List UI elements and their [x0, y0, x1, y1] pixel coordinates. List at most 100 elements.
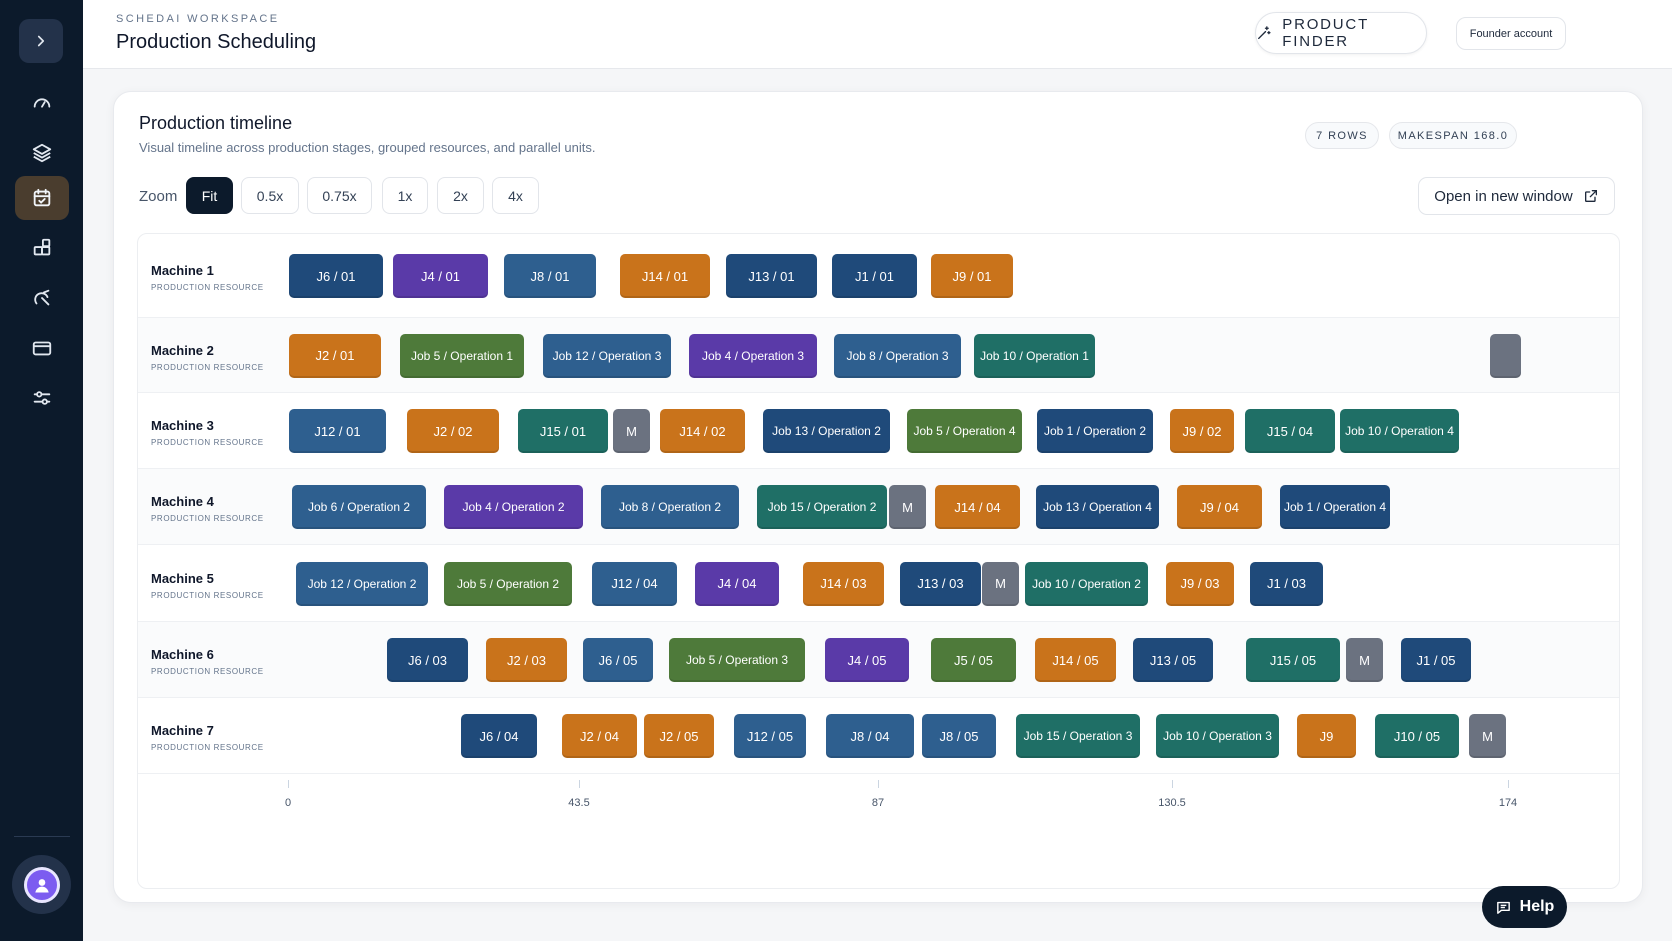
- operation-block[interactable]: Job 15 / Operation 2: [757, 485, 887, 529]
- product-finder-button[interactable]: PRODUCT FINDER: [1255, 12, 1427, 54]
- operation-block[interactable]: J6 / 03: [387, 638, 468, 682]
- machine-name: Machine 5: [151, 570, 214, 586]
- operation-block[interactable]: Job 10 / Operation 4: [1340, 409, 1459, 453]
- maintenance-block[interactable]: M: [1346, 638, 1383, 682]
- operation-block[interactable]: J9 / 03: [1166, 561, 1234, 606]
- operation-block[interactable]: J4 / 04: [695, 561, 779, 606]
- operation-block[interactable]: Job 10 / Operation 2: [1025, 561, 1148, 606]
- blocks-icon: [33, 238, 51, 256]
- operation-block[interactable]: Job 5 / Operation 2: [444, 561, 572, 606]
- operation-block[interactable]: Job 10 / Operation 3: [1156, 714, 1279, 758]
- operation-block[interactable]: Job 8 / Operation 3: [834, 333, 961, 378]
- zoom-4x-button[interactable]: 4x: [492, 177, 539, 214]
- chart-icon: [34, 289, 50, 306]
- zoom-0.75x-button[interactable]: 0.75x: [307, 177, 372, 214]
- operation-block[interactable]: J15 / 05: [1246, 638, 1340, 682]
- operation-block[interactable]: J6 / 05: [583, 638, 653, 682]
- operation-block[interactable]: J8 / 05: [922, 714, 996, 758]
- operation-block[interactable]: J13 / 01: [726, 254, 817, 298]
- operation-block[interactable]: Job 4 / Operation 2: [444, 485, 583, 529]
- axis-tick: [878, 780, 879, 788]
- operation-block[interactable]: Job 8 / Operation 2: [601, 485, 739, 529]
- operation-block[interactable]: Job 1 / Operation 2: [1037, 409, 1153, 453]
- operation-block[interactable]: J2 / 01: [289, 333, 381, 378]
- operation-block[interactable]: J14 / 01: [620, 254, 710, 298]
- operation-block[interactable]: J9 / 02: [1170, 409, 1234, 453]
- operation-block[interactable]: Job 1 / Operation 4: [1280, 485, 1390, 529]
- founder-account-button[interactable]: Founder account: [1456, 17, 1566, 50]
- maintenance-block[interactable]: M: [982, 561, 1019, 606]
- operation-block[interactable]: J2 / 03: [486, 638, 567, 682]
- axis-tick: [579, 780, 580, 788]
- operation-block[interactable]: Job 12 / Operation 2: [296, 561, 428, 606]
- sidebar-item-analytics[interactable]: [15, 276, 69, 320]
- maintenance-block[interactable]: M: [889, 485, 926, 529]
- operation-block[interactable]: J12 / 05: [734, 714, 806, 758]
- operation-block[interactable]: J14 / 02: [660, 409, 745, 453]
- row-label: Machine 4 PRODUCTION RESOURCE: [151, 494, 264, 523]
- maintenance-block[interactable]: [1490, 333, 1521, 378]
- operation-block[interactable]: J9 / 01: [931, 254, 1013, 298]
- operation-block[interactable]: Job 4 / Operation 3: [689, 333, 817, 378]
- sidebar-item-layers[interactable]: [15, 131, 69, 175]
- sidebar-divider: [14, 836, 70, 837]
- maintenance-block[interactable]: M: [613, 409, 650, 453]
- operation-block[interactable]: J6 / 01: [289, 254, 383, 298]
- operation-block[interactable]: Job 10 / Operation 1: [974, 333, 1095, 378]
- sidebar-item-billing[interactable]: [15, 326, 69, 370]
- help-button[interactable]: Help: [1482, 886, 1567, 928]
- operation-block[interactable]: Job 5 / Operation 1: [400, 333, 524, 378]
- operation-block[interactable]: J2 / 02: [407, 409, 499, 453]
- user-avatar-button[interactable]: [12, 855, 71, 914]
- operation-block[interactable]: Job 12 / Operation 3: [543, 333, 671, 378]
- operation-block[interactable]: J9 / 04: [1177, 485, 1262, 529]
- row-label: Machine 1 PRODUCTION RESOURCE: [151, 263, 264, 292]
- operation-block[interactable]: J10 / 05: [1375, 714, 1459, 758]
- sidebar-toggle-button[interactable]: [19, 19, 63, 63]
- operation-block[interactable]: J4 / 01: [393, 254, 488, 298]
- operation-block[interactable]: Job 5 / Operation 3: [669, 638, 805, 682]
- operation-block[interactable]: J14 / 04: [935, 485, 1020, 529]
- operation-block[interactable]: J14 / 05: [1035, 638, 1116, 682]
- operation-block[interactable]: J13 / 03: [900, 561, 981, 606]
- sidebar-item-scheduling[interactable]: [15, 176, 69, 220]
- operation-block[interactable]: J2 / 05: [644, 714, 714, 758]
- sidebar-item-settings[interactable]: [15, 376, 69, 420]
- operation-block[interactable]: Job 13 / Operation 4: [1036, 485, 1159, 529]
- operation-block[interactable]: J9: [1297, 714, 1356, 758]
- operation-block[interactable]: J14 / 03: [803, 561, 884, 606]
- sidebar-item-dashboard[interactable]: [15, 81, 69, 125]
- operation-block[interactable]: J1 / 01: [832, 254, 917, 298]
- zoom-2x-button[interactable]: 2x: [437, 177, 484, 214]
- zoom-fit-button[interactable]: Fit: [186, 177, 233, 214]
- calendar-icon: [33, 188, 51, 207]
- zoom-0.5x-button[interactable]: 0.5x: [241, 177, 299, 214]
- open-new-window-button[interactable]: Open in new window: [1418, 177, 1615, 215]
- operation-block[interactable]: J12 / 04: [592, 561, 677, 606]
- operation-block[interactable]: J4 / 05: [825, 638, 909, 682]
- machine-type: PRODUCTION RESOURCE: [151, 514, 264, 523]
- machine-type: PRODUCTION RESOURCE: [151, 283, 264, 292]
- card-icon: [32, 341, 52, 356]
- operation-block[interactable]: J6 / 04: [461, 714, 537, 758]
- operation-block[interactable]: J1 / 03: [1250, 561, 1323, 606]
- maintenance-block[interactable]: M: [1469, 714, 1506, 758]
- operation-block[interactable]: Job 6 / Operation 2: [292, 485, 426, 529]
- operation-block[interactable]: J8 / 04: [826, 714, 914, 758]
- operation-block[interactable]: J15 / 04: [1245, 409, 1335, 453]
- row-label: Machine 3 PRODUCTION RESOURCE: [151, 418, 264, 447]
- operation-block[interactable]: J8 / 01: [504, 254, 596, 298]
- workspace-eyebrow: SCHEDAI WORKSPACE: [116, 13, 280, 25]
- zoom-1x-button[interactable]: 1x: [382, 177, 428, 214]
- operation-block[interactable]: Job 15 / Operation 3: [1016, 714, 1140, 758]
- sparkle-icon: [1258, 26, 1271, 40]
- operation-block[interactable]: J1 / 05: [1401, 638, 1471, 682]
- operation-block[interactable]: Job 5 / Operation 4: [907, 409, 1022, 453]
- operation-block[interactable]: J13 / 05: [1133, 638, 1213, 682]
- operation-block[interactable]: Job 13 / Operation 2: [763, 409, 890, 453]
- sidebar-item-blocks[interactable]: [15, 226, 69, 270]
- operation-block[interactable]: J12 / 01: [289, 409, 386, 453]
- operation-block[interactable]: J5 / 05: [931, 638, 1016, 682]
- operation-block[interactable]: J15 / 01: [518, 409, 608, 453]
- operation-block[interactable]: J2 / 04: [562, 714, 637, 758]
